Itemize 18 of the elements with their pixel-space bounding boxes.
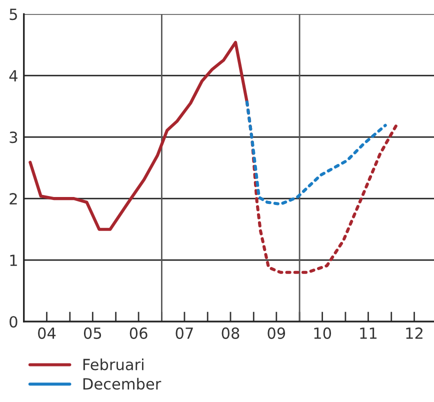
y-tick-label: 2 [10, 193, 17, 204]
y-tick-label: 0 [10, 316, 18, 328]
legend-label: Februari [83, 358, 144, 370]
x-tick-label: 09 [268, 327, 286, 339]
x-tick-label: 07 [176, 327, 193, 339]
x-tick-label: 04 [38, 327, 56, 339]
x-tick-label: 12 [406, 327, 422, 339]
x-tick-label: 11 [360, 328, 377, 339]
x-tick-label: 06 [130, 327, 148, 339]
y-tick-label: 5 [10, 8, 17, 20]
x-tick-label: 08 [222, 327, 240, 339]
legend-label: December [83, 378, 162, 390]
y-tick-label: 3 [10, 132, 18, 144]
y-tick-label: 1 [10, 254, 17, 266]
x-tick-label: 10 [314, 327, 332, 339]
x-tick-label: 05 [84, 327, 102, 339]
line-series [245, 100, 387, 206]
y-tick-label: 4 [9, 70, 18, 82]
